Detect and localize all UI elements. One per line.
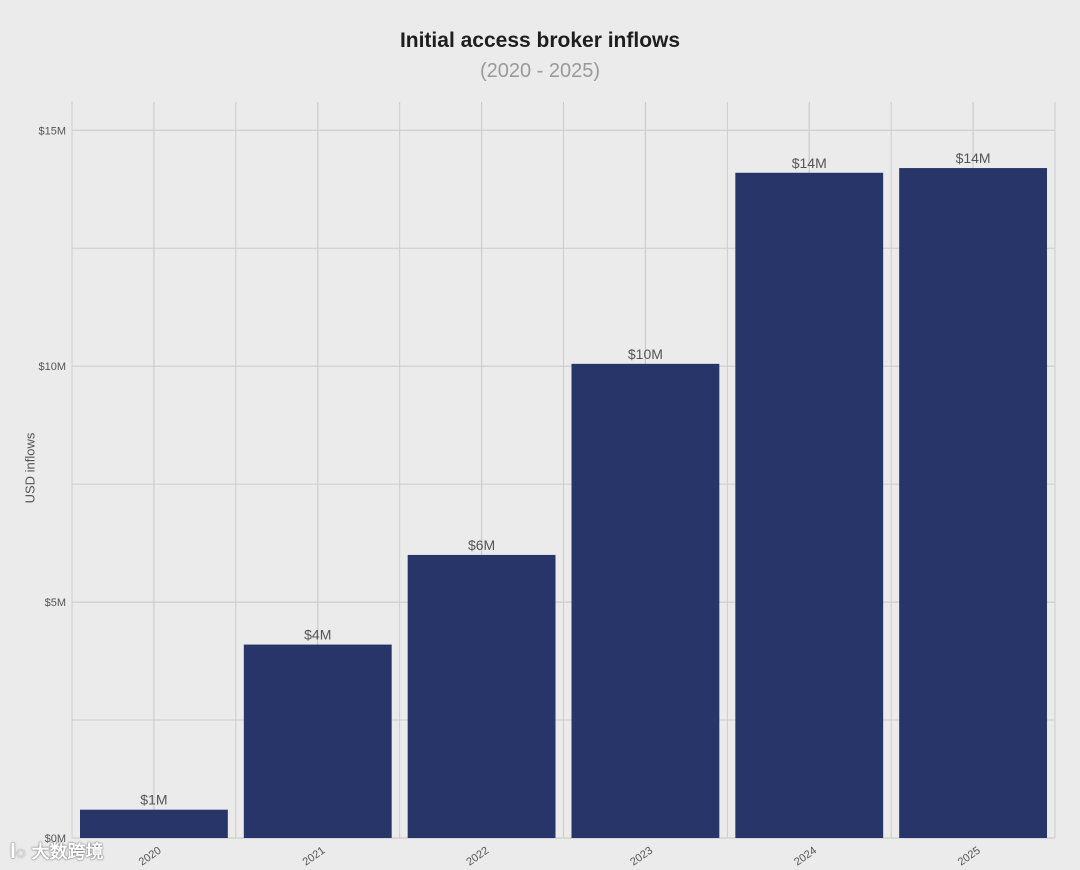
watermark: ꟾ◌ 大数跨境 bbox=[10, 838, 103, 864]
bar bbox=[407, 554, 556, 838]
y-tick-label: $5M bbox=[45, 597, 66, 609]
y-tick-label: $15M bbox=[38, 125, 66, 137]
chart-title: Initial access broker inflows bbox=[399, 29, 681, 52]
bar bbox=[735, 172, 884, 838]
x-tick-label: 2022 bbox=[464, 845, 491, 869]
y-tick-label: $10M bbox=[38, 361, 66, 373]
bar bbox=[899, 168, 1047, 839]
bar bbox=[80, 809, 228, 838]
x-tick-label: 2025 bbox=[956, 845, 983, 869]
data-label: $14M bbox=[792, 155, 827, 171]
x-tick-label: 2024 bbox=[792, 845, 819, 869]
watermark-text: 大数跨境 bbox=[31, 842, 104, 862]
data-label: $14M bbox=[956, 150, 991, 166]
x-tick-label: 2020 bbox=[137, 845, 164, 869]
bar bbox=[571, 363, 720, 838]
data-label: $6M bbox=[468, 537, 495, 553]
x-tick-label: 2023 bbox=[628, 845, 655, 869]
y-tick-label: $0M bbox=[45, 833, 66, 845]
x-tick-label: 2021 bbox=[301, 845, 328, 869]
data-label: $4M bbox=[304, 627, 331, 643]
data-label: $1M bbox=[140, 792, 167, 808]
bar bbox=[243, 644, 392, 838]
data-label: $10M bbox=[628, 346, 663, 362]
watermark-logo-icon: ꟾ◌ bbox=[10, 845, 26, 862]
chart-subtitle: (2020 - 2025) bbox=[479, 60, 601, 82]
